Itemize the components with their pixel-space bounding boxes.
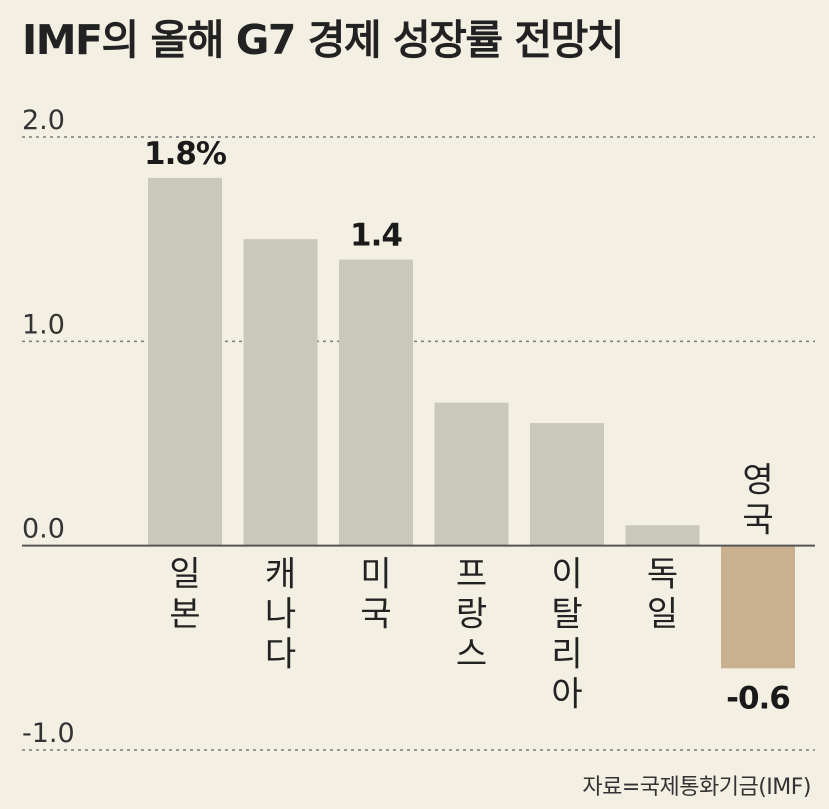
y-tick-label: 1.0 bbox=[22, 309, 65, 340]
y-tick-label: 2.0 bbox=[22, 105, 65, 136]
category-label: 이 bbox=[551, 555, 582, 595]
data-label: 1.4 bbox=[350, 218, 402, 254]
category-label: 다 bbox=[265, 635, 296, 675]
category-label: 캐 bbox=[265, 555, 296, 595]
chart-title: IMF의 올해 G7 경제 성장률 전망치 bbox=[22, 16, 625, 64]
category-label: 프 bbox=[456, 555, 487, 595]
y-tick-label: 0.0 bbox=[22, 514, 65, 545]
y-tick-label: -1.0 bbox=[22, 718, 75, 749]
bar bbox=[148, 177, 222, 546]
category-label: 아 bbox=[551, 675, 582, 715]
bar bbox=[339, 259, 413, 546]
category-label: 영 bbox=[742, 461, 773, 501]
bar bbox=[243, 239, 318, 546]
category-label: 나 bbox=[265, 595, 296, 635]
category-label: 리 bbox=[551, 635, 582, 675]
category-label: 독 bbox=[647, 555, 678, 595]
category-label: 일 bbox=[169, 555, 200, 595]
data-label: 1.8% bbox=[144, 136, 227, 172]
category-label: 랑 bbox=[456, 595, 487, 635]
category-label: 본 bbox=[169, 595, 200, 635]
category-label: 국 bbox=[742, 501, 773, 541]
category-label: 미 bbox=[360, 555, 391, 595]
category-label: 탈 bbox=[551, 595, 582, 635]
bar bbox=[721, 545, 795, 669]
category-label: 일 bbox=[647, 595, 678, 635]
source-note: 자료=국제통화기금(IMF) bbox=[582, 775, 811, 800]
bar bbox=[434, 402, 509, 546]
bar bbox=[530, 423, 604, 546]
category-label: 스 bbox=[456, 635, 487, 675]
data-label: -0.6 bbox=[726, 680, 790, 716]
bar bbox=[625, 525, 700, 546]
category-label: 국 bbox=[360, 595, 391, 635]
